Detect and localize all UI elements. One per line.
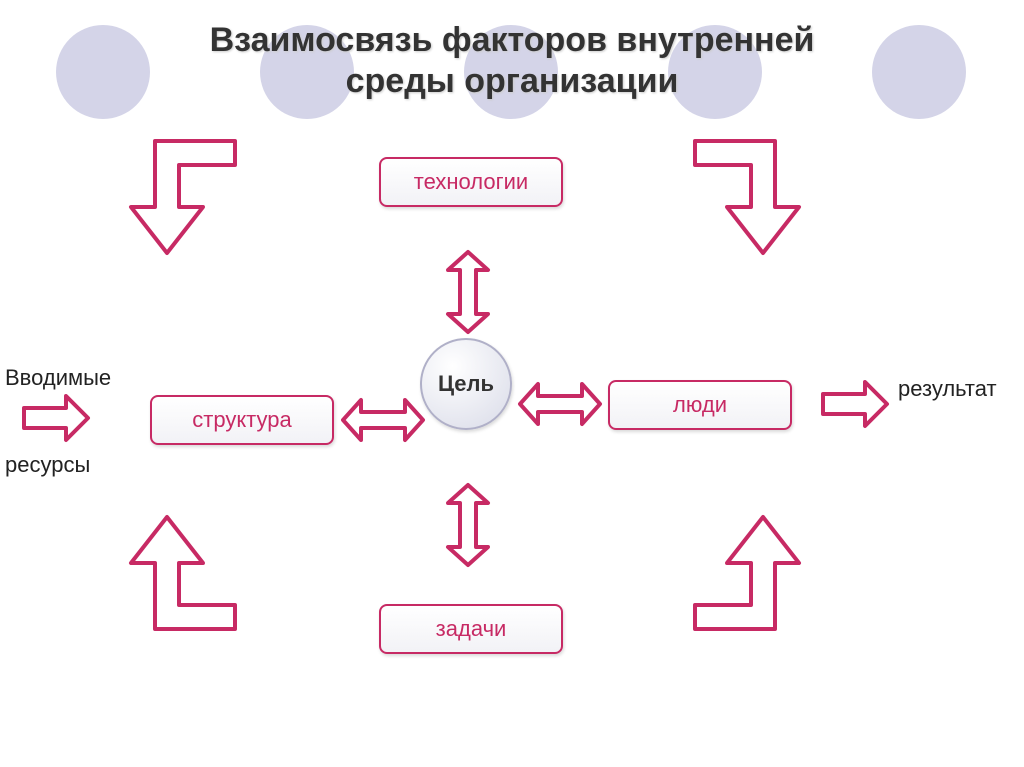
node-structure-label: структура (192, 407, 291, 433)
double-arrow-bottom (448, 485, 488, 565)
node-people-label: люди (673, 392, 727, 418)
arrow-input (24, 396, 88, 440)
node-technology: технологии (379, 157, 563, 207)
double-arrow-top (448, 252, 488, 332)
node-structure: структура (150, 395, 334, 445)
bent-arrow-bottom-right (675, 505, 805, 635)
slide-title: Взаимосвязь факторов внутреннейсреды орг… (0, 20, 1024, 102)
label-inputs-1: Вводимые (5, 365, 111, 391)
double-arrow-left (343, 400, 423, 440)
bent-arrow-top-right (675, 135, 805, 265)
node-tasks-label: задачи (436, 616, 507, 642)
node-tasks: задачи (379, 604, 563, 654)
double-arrow-right (520, 384, 600, 424)
label-result: результат (898, 376, 997, 402)
node-goal: Цель (420, 338, 512, 430)
node-technology-label: технологии (414, 169, 528, 195)
diagram-canvas: Взаимосвязь факторов внутреннейсреды орг… (0, 0, 1024, 767)
arrow-output (823, 382, 887, 426)
bent-arrow-bottom-left (125, 505, 255, 635)
node-people: люди (608, 380, 792, 430)
label-inputs-2: ресурсы (5, 452, 90, 478)
bent-arrow-top-left (125, 135, 255, 265)
node-goal-label: Цель (438, 371, 494, 397)
